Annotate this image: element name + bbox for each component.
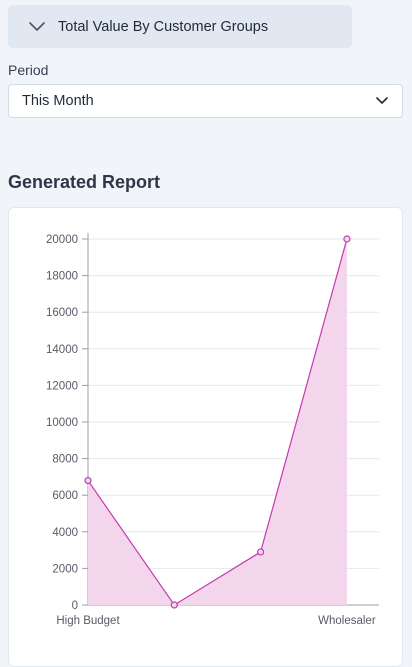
period-label: Period xyxy=(8,62,49,78)
chevron-down-icon xyxy=(28,18,46,36)
x-tick-label: Wholesaler xyxy=(318,615,376,627)
y-tick-label: 0 xyxy=(72,600,78,612)
series-area xyxy=(88,239,347,605)
data-point xyxy=(257,548,265,556)
y-tick-label: 10000 xyxy=(46,417,78,429)
y-tick-label: 18000 xyxy=(46,271,78,283)
collapse-panel-header[interactable]: Total Value By Customer Groups xyxy=(8,5,352,48)
y-tick-label: 16000 xyxy=(46,307,78,319)
panel-title: Total Value By Customer Groups xyxy=(58,18,269,35)
data-point xyxy=(84,476,92,485)
y-tick-label: 12000 xyxy=(46,380,78,392)
y-tick-label: 4000 xyxy=(52,527,78,539)
series-line xyxy=(87,238,348,606)
chart-card: 0 2000 4000 6000 8000 10000 12000 14000 16000 180… xyxy=(8,207,403,667)
y-tick-label: 8000 xyxy=(52,454,78,466)
data-point xyxy=(343,235,351,243)
y-tick-label: 14000 xyxy=(46,344,78,356)
period-selected-value: This Month xyxy=(22,93,94,109)
area-chart: 0 2000 4000 6000 8000 10000 12000 14000 16000 180… xyxy=(46,233,379,627)
report-title: Generated Report xyxy=(8,172,161,192)
data-point xyxy=(170,601,178,609)
chevron-down-icon xyxy=(376,92,388,110)
y-tick-label: 20000 xyxy=(46,234,78,246)
period-select[interactable]: This Month xyxy=(8,84,403,118)
y-tick-label: 2000 xyxy=(52,563,78,575)
x-tick-label: High Budget xyxy=(56,615,120,627)
y-tick-label: 6000 xyxy=(52,490,78,502)
